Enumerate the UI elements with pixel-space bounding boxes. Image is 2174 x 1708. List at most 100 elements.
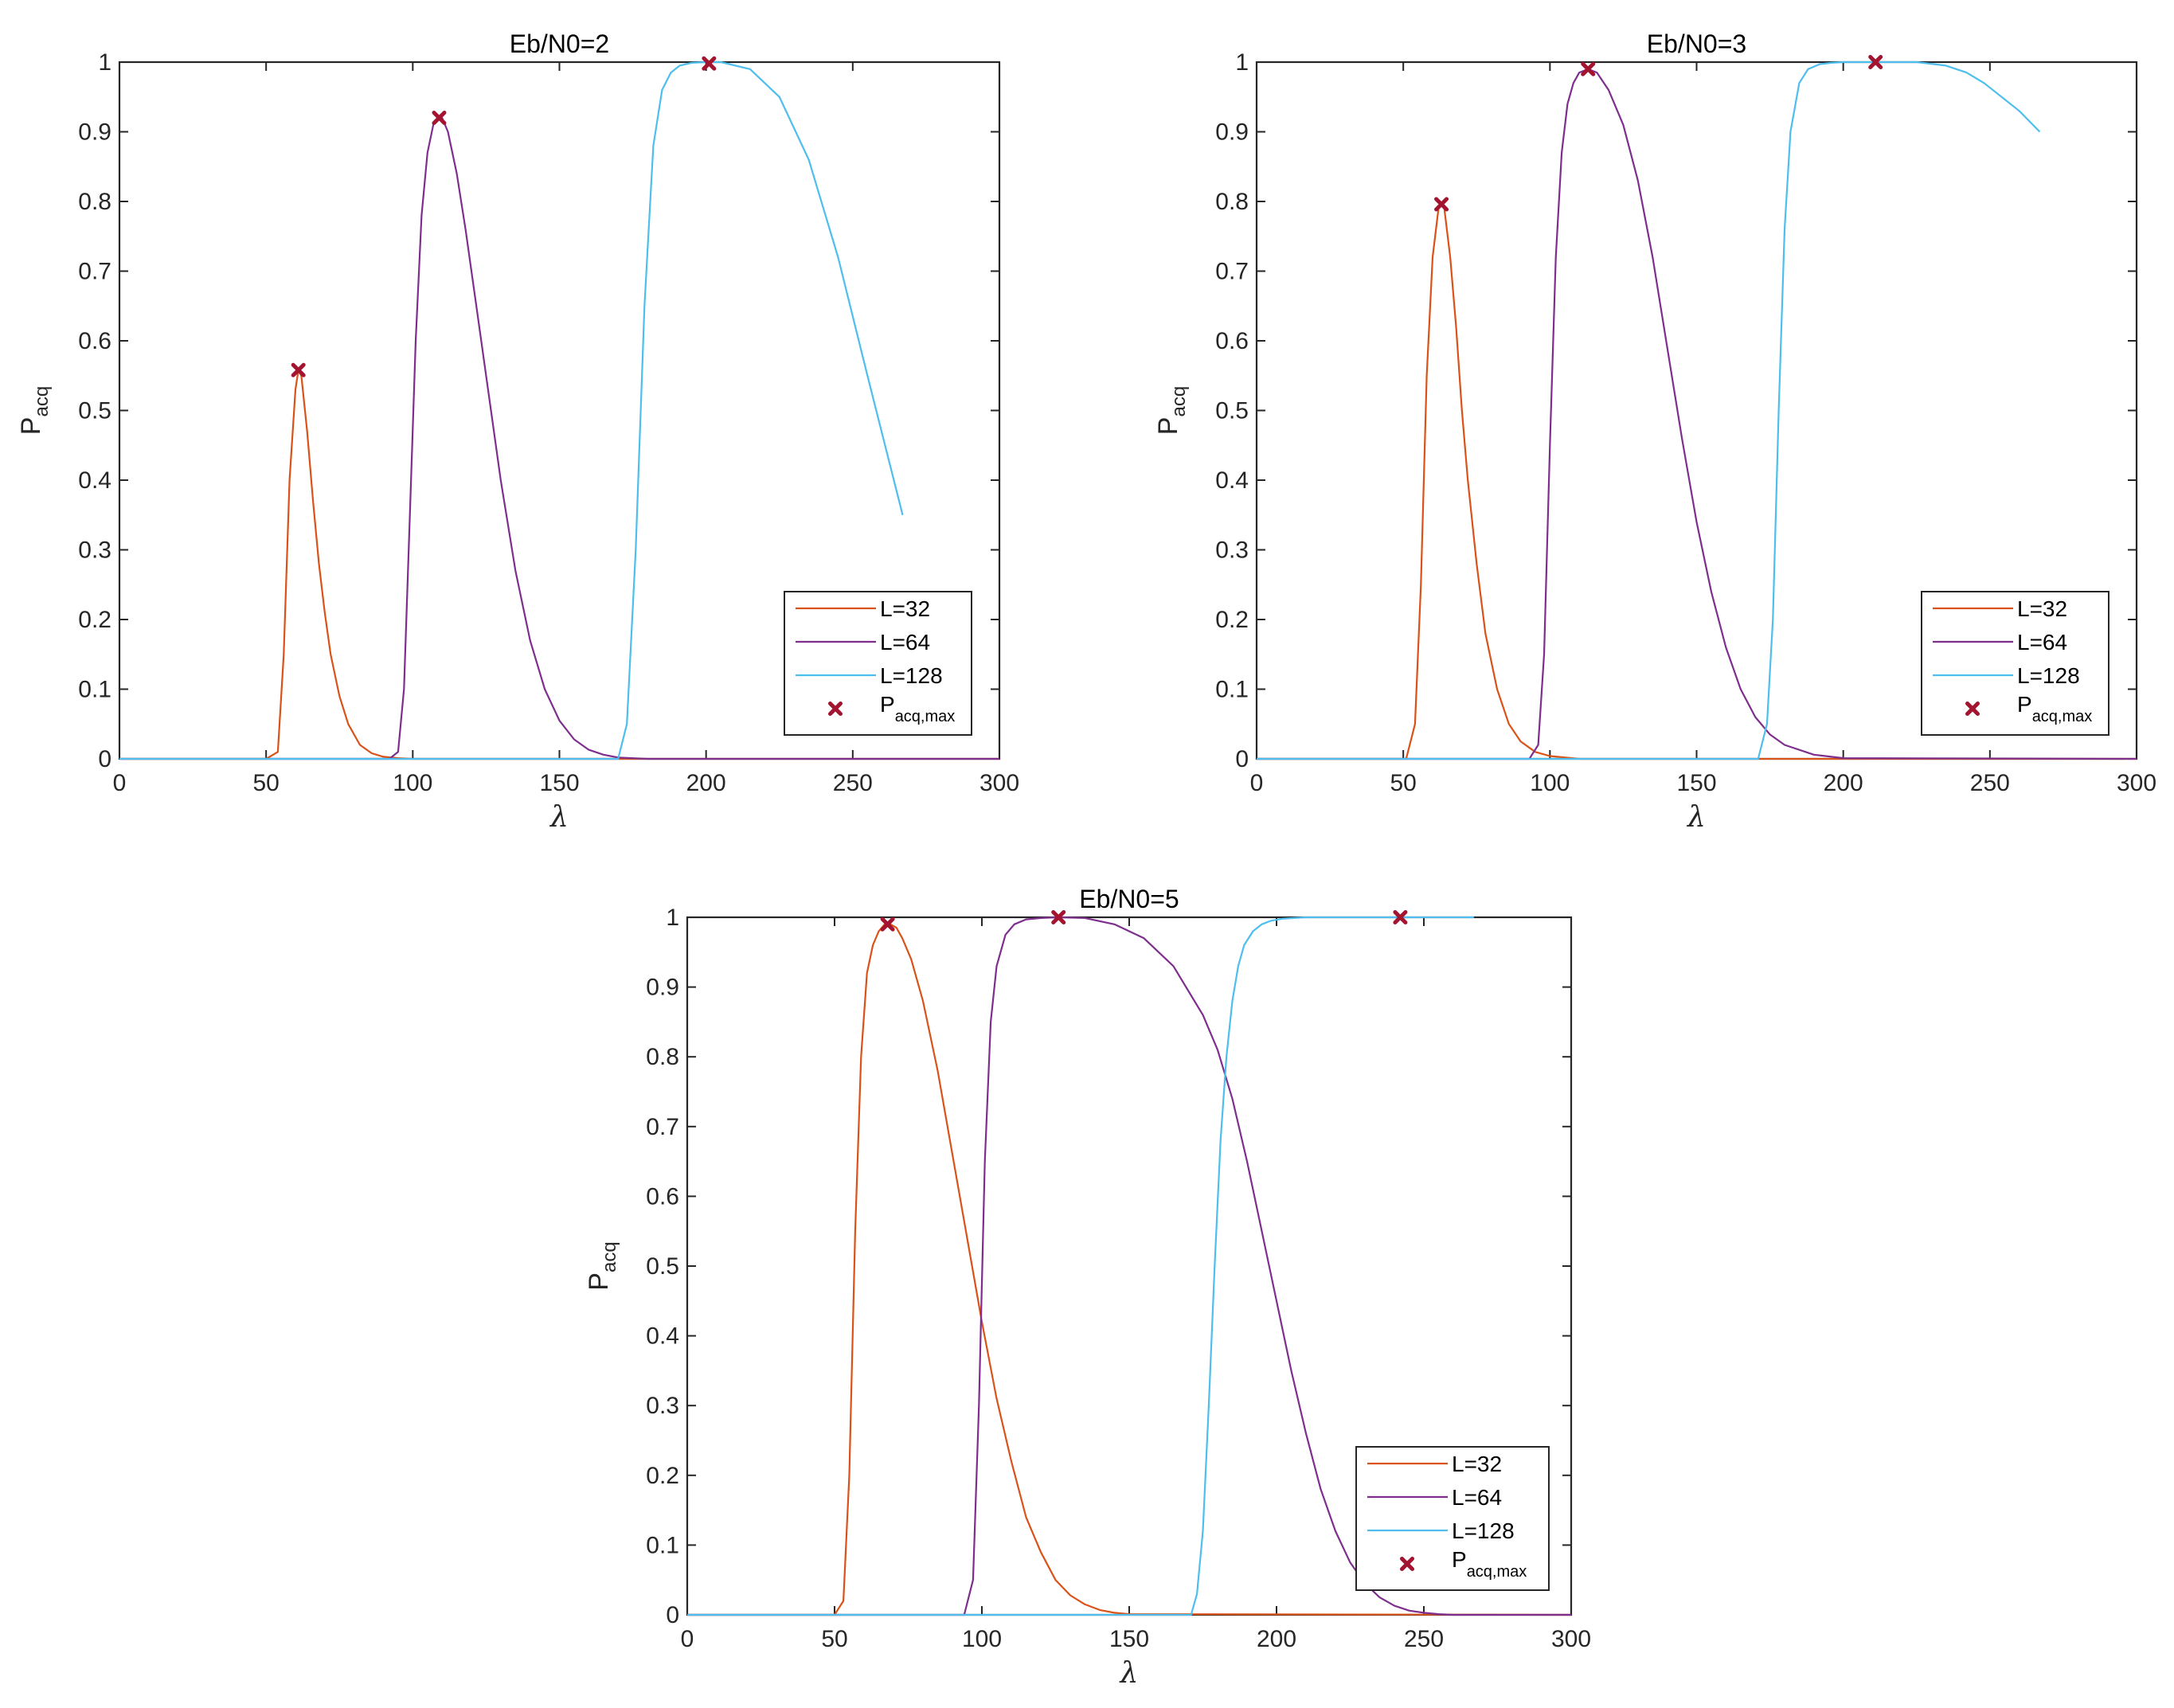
- y-tick-label: 0.3: [646, 1393, 679, 1419]
- y-tick-label: 0.4: [1215, 467, 1249, 494]
- legend-entry: L=32: [2017, 596, 2067, 621]
- legend: L=32 L=64 L=128 Pacq,max: [1921, 591, 2109, 736]
- legend-entry: L=128: [880, 663, 943, 688]
- chart-panel-2: Eb/N0=3 0 50 100 150 200 250 300 0 0.1 0.2 0.3 0.4 0.…: [1153, 29, 2156, 834]
- legend-entry: L=64: [880, 630, 930, 655]
- y-tick-label: 0.1: [646, 1532, 679, 1558]
- series-line-l-128: [119, 61, 904, 760]
- legend-entry: L=64: [1452, 1485, 1502, 1510]
- x-tick-label: 300: [1551, 1626, 1591, 1652]
- chart-title: Eb/N0=2: [510, 29, 609, 58]
- y-tick-label: 0.8: [78, 189, 111, 215]
- max-marker-l-32: [1434, 197, 1449, 212]
- series-line-l-64: [687, 916, 1571, 1616]
- legend: L=32 L=64 L=128 Pacq,max: [784, 591, 972, 736]
- y-tick-label: 0.1: [1215, 677, 1249, 703]
- x-tick-label: 200: [1257, 1626, 1296, 1652]
- max-marker-l-128: [1868, 55, 1883, 69]
- series-line-l-128: [687, 916, 1474, 1616]
- y-tick-label: 0.7: [78, 259, 111, 285]
- legend-marker-icon: [1965, 702, 1980, 716]
- x-tick-label: 150: [1109, 1626, 1149, 1652]
- x-axis-label: λ: [1119, 1657, 1139, 1690]
- max-marker-l-32: [880, 917, 895, 932]
- chart-title: Eb/N0=5: [1079, 885, 1179, 913]
- x-axis-label: λ: [1686, 801, 1706, 834]
- max-marker-l-32: [291, 362, 306, 377]
- legend-entry: L=128: [1452, 1518, 1515, 1543]
- x-tick-label: 50: [1390, 770, 1416, 796]
- y-tick-label: 1: [666, 905, 679, 931]
- y-tick-label: 0.8: [646, 1044, 679, 1070]
- y-tick-label: 0.5: [78, 398, 111, 424]
- x-axis-label: λ: [549, 801, 569, 834]
- y-tick-label: 0.8: [1215, 189, 1249, 215]
- x-tick-label: 0: [1250, 770, 1264, 796]
- x-tick-label: 300: [2117, 770, 2156, 796]
- x-tick-label: 250: [1970, 770, 2010, 796]
- x-tick-label: 200: [1824, 770, 1863, 796]
- y-tick-label: 0.7: [646, 1114, 679, 1140]
- legend-entry: L=64: [2017, 630, 2067, 655]
- y-tick-label: 0.3: [78, 537, 111, 564]
- max-marker-l-128: [702, 56, 717, 71]
- series-line-l-64: [1257, 68, 2137, 760]
- series-line-l-128: [1257, 61, 2041, 760]
- y-tick-label: 0.7: [1215, 259, 1249, 285]
- y-tick-label: 0: [666, 1602, 679, 1628]
- x-tick-label: 250: [1404, 1626, 1444, 1652]
- legend-entry-max: Pacq,max: [2017, 692, 2092, 725]
- y-tick-label: 0.6: [1215, 328, 1249, 354]
- chart-panel-3: Eb/N0=5 0 50 100 150 200 250 300 0 0.1 0.2 0.3 0.4 0.…: [584, 885, 1591, 1690]
- x-tick-label: 300: [979, 770, 1019, 796]
- legend: L=32 L=64 L=128 Pacq,max: [1355, 1446, 1550, 1591]
- x-tick-label: 0: [681, 1626, 694, 1652]
- legend-entry: L=32: [880, 596, 930, 621]
- x-tick-label: 200: [686, 770, 726, 796]
- series-line-l-32: [1257, 203, 2137, 760]
- y-tick-label: 0.2: [1215, 607, 1249, 633]
- x-tick-label: 150: [1676, 770, 1716, 796]
- legend-marker-icon: [828, 702, 843, 716]
- y-axis-label: Pacq: [584, 1241, 620, 1290]
- y-axis-label: Pacq: [1153, 386, 1190, 435]
- series-line-l-32: [119, 369, 999, 760]
- y-tick-label: 0.4: [78, 467, 111, 494]
- x-tick-label: 100: [1530, 770, 1570, 796]
- max-marker-l-64: [1051, 910, 1066, 924]
- y-tick-label: 0.5: [646, 1253, 679, 1280]
- legend-marker-icon: [1400, 1557, 1414, 1571]
- y-axis-label: Pacq: [16, 386, 53, 435]
- y-tick-label: 0.5: [1215, 398, 1249, 424]
- x-tick-label: 250: [833, 770, 873, 796]
- x-tick-label: 50: [821, 1626, 847, 1652]
- x-tick-label: 0: [113, 770, 127, 796]
- legend-entry-max: Pacq,max: [880, 692, 955, 725]
- x-tick-label: 100: [962, 1626, 1002, 1652]
- y-tick-label: 0.9: [78, 119, 111, 146]
- max-marker-l-128: [1393, 910, 1408, 924]
- y-tick-label: 0.6: [646, 1183, 679, 1210]
- y-tick-label: 0.2: [78, 607, 111, 633]
- y-tick-label: 0.3: [1215, 537, 1249, 564]
- chart-panel-1: Eb/N0=2 0 50 100 150 200 250 300 0 0.1 0.2 0.3 0.4 0.…: [16, 29, 1019, 834]
- series-line-l-64: [119, 116, 999, 760]
- y-tick-label: 0: [1235, 746, 1249, 772]
- max-marker-l-64: [1581, 61, 1596, 76]
- legend-box: [1355, 1446, 1550, 1591]
- max-marker-l-64: [432, 111, 447, 125]
- x-tick-label: 150: [539, 770, 579, 796]
- y-tick-label: 1: [98, 49, 111, 76]
- y-tick-label: 0.9: [646, 975, 679, 1001]
- y-tick-label: 0: [98, 746, 111, 772]
- x-tick-label: 100: [393, 770, 432, 796]
- y-tick-label: 0.4: [646, 1323, 679, 1350]
- legend-box: [784, 591, 972, 736]
- legend-entry: L=32: [1452, 1452, 1502, 1476]
- legend-entry: L=128: [2017, 663, 2080, 688]
- y-tick-label: 1: [1235, 49, 1249, 76]
- legend-entry-max: Pacq,max: [1452, 1547, 1527, 1581]
- series-line-l-32: [687, 923, 1571, 1616]
- y-tick-label: 0.6: [78, 328, 111, 354]
